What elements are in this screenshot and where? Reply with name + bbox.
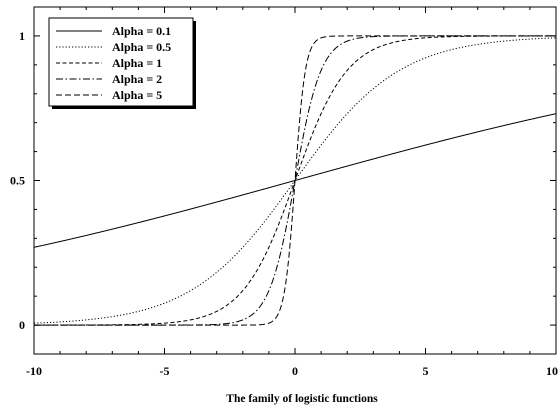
x-axis-label: The family of logistic functions	[226, 393, 378, 405]
legend-label: Alpha = 5	[112, 88, 162, 102]
y-tick-label: 0.5	[10, 174, 25, 188]
legend-label: Alpha = 1	[112, 56, 162, 70]
y-tick-label: 0	[19, 318, 25, 332]
x-tick-label: 0	[292, 364, 298, 378]
x-tick-label: 10	[546, 364, 558, 378]
series-lines	[33, 35, 557, 326]
y-tick-label: 1	[19, 29, 25, 43]
x-tick-label: -5	[160, 364, 170, 378]
legend-box	[48, 17, 194, 107]
legend-label: Alpha = 0.1	[112, 24, 171, 38]
plot-frame	[33, 6, 557, 355]
legend-label: Alpha = 0.5	[112, 40, 171, 54]
legend: Alpha = 0.1 Alpha = 0.5 Alpha = 1 Alpha = 2…	[48, 17, 196, 109]
x-tick-label: 5	[423, 364, 429, 378]
series-line-5	[34, 35, 556, 326]
x-tick-label: -10	[26, 364, 42, 378]
legend-label: Alpha = 2	[112, 72, 162, 86]
